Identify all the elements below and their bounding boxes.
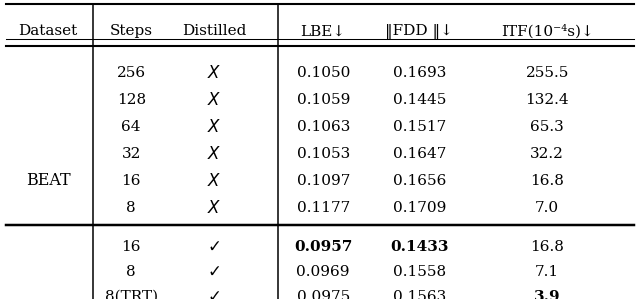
Text: $\mathbf{\mathit{X}}$: $\mathbf{\mathit{X}}$ [207,64,221,82]
Text: 64: 64 [122,120,141,134]
Text: 0.1059: 0.1059 [296,93,350,107]
Text: 0.1647: 0.1647 [392,147,446,161]
Text: 128: 128 [116,93,146,107]
Text: BEAT: BEAT [26,173,70,189]
Text: 0.1563: 0.1563 [392,290,446,299]
Text: ✓: ✓ [207,238,221,256]
Text: 255.5: 255.5 [525,66,569,80]
Text: 0.1097: 0.1097 [296,174,350,188]
Text: ✓: ✓ [207,288,221,299]
Text: 0.1709: 0.1709 [392,201,446,215]
Text: 0.0957: 0.0957 [294,240,353,254]
Text: 0.1177: 0.1177 [296,201,350,215]
Text: 7.0: 7.0 [535,201,559,215]
Text: Dataset: Dataset [19,25,77,38]
Text: 0.1693: 0.1693 [392,66,446,80]
Text: Steps: Steps [109,25,153,38]
Text: $\mathbf{\mathit{X}}$: $\mathbf{\mathit{X}}$ [207,199,221,217]
Text: 16: 16 [122,174,141,188]
Text: 0.1517: 0.1517 [392,120,446,134]
Text: $\mathbf{\mathit{X}}$: $\mathbf{\mathit{X}}$ [207,145,221,163]
Text: 0.0969: 0.0969 [296,265,350,279]
Text: $\mathbf{\mathit{X}}$: $\mathbf{\mathit{X}}$ [207,172,221,190]
Text: 65.3: 65.3 [531,120,564,134]
Text: 3.9: 3.9 [534,290,561,299]
Text: 7.1: 7.1 [535,265,559,279]
Text: 0.1063: 0.1063 [296,120,350,134]
Text: 256: 256 [116,66,146,80]
Text: $\mathbf{\mathit{X}}$: $\mathbf{\mathit{X}}$ [207,118,221,136]
Text: 32.2: 32.2 [531,147,564,161]
Text: $\mathbf{\mathit{X}}$: $\mathbf{\mathit{X}}$ [207,91,221,109]
Text: ✓: ✓ [207,263,221,281]
Text: 0.0975: 0.0975 [296,290,350,299]
Text: 16: 16 [122,240,141,254]
Text: 8: 8 [126,265,136,279]
Text: LBE↓: LBE↓ [301,25,346,38]
Text: 0.1433: 0.1433 [390,240,449,254]
Text: 16.8: 16.8 [531,240,564,254]
Text: 0.1558: 0.1558 [392,265,446,279]
Text: 32: 32 [122,147,141,161]
Text: 0.1445: 0.1445 [392,93,446,107]
Text: 0.1050: 0.1050 [296,66,350,80]
Text: 8(TRT): 8(TRT) [104,290,158,299]
Text: 8: 8 [126,201,136,215]
Text: 132.4: 132.4 [525,93,569,107]
Text: 16.8: 16.8 [531,174,564,188]
Text: 0.1656: 0.1656 [392,174,446,188]
Text: ‖FDD ‖↓: ‖FDD ‖↓ [385,24,453,39]
Text: Distilled: Distilled [182,25,246,38]
Text: ITF(10⁻⁴s)↓: ITF(10⁻⁴s)↓ [501,24,593,39]
Text: 0.1053: 0.1053 [296,147,350,161]
